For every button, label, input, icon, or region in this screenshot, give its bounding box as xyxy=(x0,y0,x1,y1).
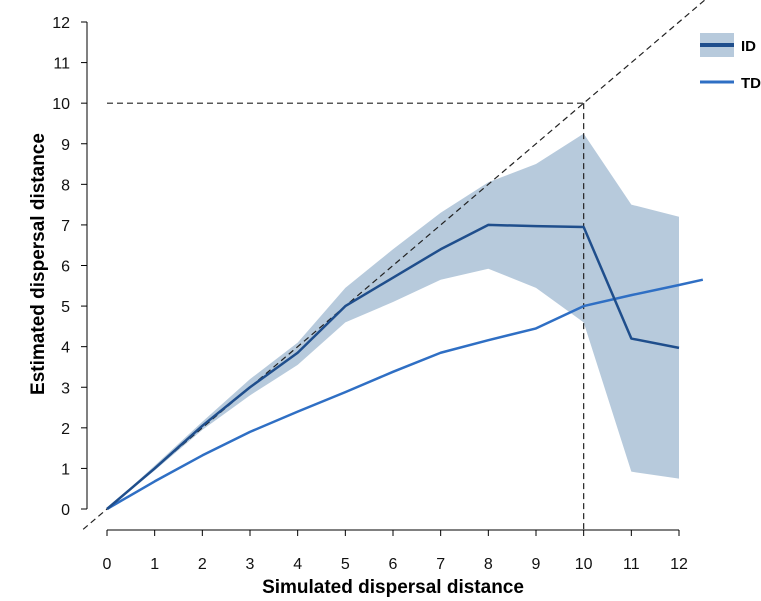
y-tick-label: 6 xyxy=(61,259,70,276)
y-tick-label: 2 xyxy=(61,421,70,438)
legend: ID TD xyxy=(700,33,761,92)
x-tick-label: 2 xyxy=(198,556,207,573)
x-tick-label: 5 xyxy=(341,556,350,573)
id-series-line xyxy=(106,223,680,510)
y-tick-label: 4 xyxy=(61,340,70,357)
legend-item-id: ID xyxy=(700,33,756,57)
y-tick-label: 7 xyxy=(61,218,70,235)
y-tick-label: 8 xyxy=(61,177,70,194)
x-tick-label: 4 xyxy=(293,556,302,573)
y-tick-label: 0 xyxy=(61,502,70,519)
y-tick-label: 1 xyxy=(61,461,70,478)
x-axis-ticks: 0 1 2 3 4 5 6 7 8 9 10 11 12 xyxy=(103,530,688,573)
plot-area xyxy=(82,0,706,530)
x-tick-label: 1 xyxy=(150,556,159,573)
x-axis-title: Simulated dispersal distance xyxy=(262,577,524,598)
x-tick-label: 6 xyxy=(389,556,398,573)
y-tick-label: 9 xyxy=(61,137,70,154)
x-tick-label: 3 xyxy=(246,556,255,573)
legend-item-td: TD xyxy=(700,75,761,92)
x-tick-label: 9 xyxy=(532,556,541,573)
y-tick-label: 10 xyxy=(52,96,70,113)
x-tick-label: 12 xyxy=(670,556,688,573)
y-tick-label: 5 xyxy=(61,299,70,316)
td-series-line xyxy=(106,278,704,511)
id-confidence-band xyxy=(107,133,679,509)
x-tick-label: 10 xyxy=(575,556,593,573)
y-axis-title: Estimated dispersal distance xyxy=(28,133,49,395)
x-tick-label: 8 xyxy=(484,556,493,573)
y-tick-label: 3 xyxy=(61,380,70,397)
x-tick-label: 0 xyxy=(103,556,112,573)
y-tick-label: 11 xyxy=(53,56,70,73)
y-tick-label: 12 xyxy=(52,15,70,32)
x-tick-label: 7 xyxy=(436,556,445,573)
legend-id-label: ID xyxy=(741,38,756,55)
x-axis: 0 1 2 3 4 5 6 7 8 9 10 11 12 xyxy=(103,529,688,573)
legend-td-label: TD xyxy=(741,75,761,92)
x-tick-label: 11 xyxy=(623,556,640,573)
